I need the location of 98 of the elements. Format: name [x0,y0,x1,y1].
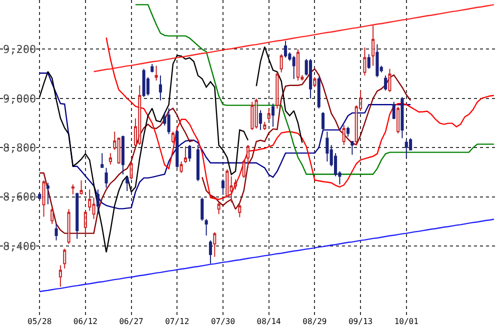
candlestick [258,110,262,130]
candlestick [234,178,238,190]
candlestick [88,188,92,212]
candlestick [359,90,362,111]
candlestick [246,144,250,168]
candlestick [392,101,396,120]
candlestick [42,180,46,218]
candlestick [46,182,50,205]
candlestick [176,129,179,168]
candlestick [150,63,154,73]
candlestick [208,240,212,264]
line-series [106,37,495,200]
candlestick [372,25,375,66]
candlestick [230,176,233,204]
x-tick-label: 09/13 [348,317,373,326]
candlestick [54,223,58,241]
candlestick [154,65,158,81]
candlestick [196,144,200,182]
candlestick [184,146,187,164]
candlestick [58,264,62,288]
candlestick [276,72,279,110]
candlestick [96,188,100,215]
candlestick [134,118,137,147]
candlestick [50,206,54,224]
candlestick [100,152,104,168]
candlestick [38,192,42,200]
candlestick [63,248,66,269]
candlestick [254,98,258,129]
candlestick [384,75,388,92]
y-tick-label: 9,200 [3,43,36,56]
line-series [93,4,495,72]
candlestick [121,135,124,175]
candlestick [300,74,304,81]
candlestick [267,108,270,121]
candlestick [104,167,108,188]
y-tick-label: 8,600 [3,190,36,204]
x-tick-label: 08/29 [302,317,327,326]
candlestick [71,184,74,195]
candlestick [292,55,296,80]
x-tick-label: 07/30 [210,317,236,326]
candlestick [284,40,288,58]
x-tick-label: 06/12 [73,317,98,326]
candlestick [388,68,392,93]
x-tick-label: 05/28 [28,317,52,326]
candlestick [322,111,325,132]
candlestick [350,141,354,156]
candlestick [76,192,79,240]
x-tick-label: 08/14 [256,317,282,326]
candlestick [296,48,300,81]
candlestick [400,96,404,139]
candlestick [213,232,216,258]
line-series [134,4,495,175]
x-tick-label: 07/12 [165,317,190,326]
candlestick [226,169,229,198]
candlestick [317,76,320,110]
candlestick [404,139,408,158]
candlestick [396,106,400,134]
candlestick [67,208,70,244]
candlestick [84,210,87,236]
candlestick [130,160,133,180]
candlestick [200,197,204,222]
candlestick [280,54,283,73]
candlestick [367,54,370,70]
candlestick [180,160,183,174]
candlestick [346,126,350,138]
candlestick [221,178,225,195]
candlestick [188,144,192,162]
y-tick-label: 8,800 [3,142,36,155]
line-series [39,218,495,292]
candlestick [108,152,112,166]
candlestick [217,202,220,215]
candlestick [238,204,242,218]
candlestick [117,137,120,164]
candlestick [354,104,358,146]
candlestick [126,176,129,192]
x-tick-label: 06/27 [119,317,144,326]
y-tick-label: 9,000 [3,92,36,106]
candlestick [167,108,170,135]
x-tick-label: 10/01 [394,317,419,326]
candlestick [313,76,316,88]
candlestick [363,47,366,76]
candlestick [113,131,116,150]
line-series [39,72,412,210]
candlestick [342,124,346,146]
candlestick [309,58,312,99]
candlestick [92,197,96,220]
candlestick [158,75,162,101]
candlestick [138,84,142,146]
candlestick [242,159,246,178]
candlestick [250,101,254,130]
candlestick [142,68,146,98]
candlestick [271,103,275,128]
y-tick-label: 8,400 [3,240,36,253]
candlestick [80,180,83,195]
candlestick [171,131,174,144]
candlestick [376,44,379,78]
candlestick [263,121,266,130]
candlestick [204,218,208,236]
